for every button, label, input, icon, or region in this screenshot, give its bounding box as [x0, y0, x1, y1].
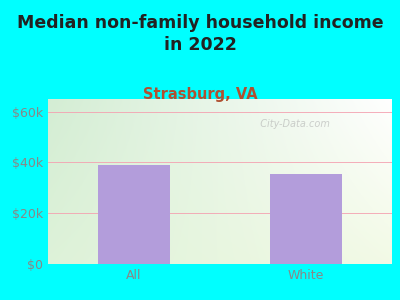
Bar [98, 165, 170, 264]
Text: Median non-family household income
in 2022: Median non-family household income in 20… [17, 14, 383, 54]
Bar [270, 174, 342, 264]
Text: City-Data.com: City-Data.com [254, 119, 330, 129]
Text: Strasburg, VA: Strasburg, VA [143, 87, 257, 102]
